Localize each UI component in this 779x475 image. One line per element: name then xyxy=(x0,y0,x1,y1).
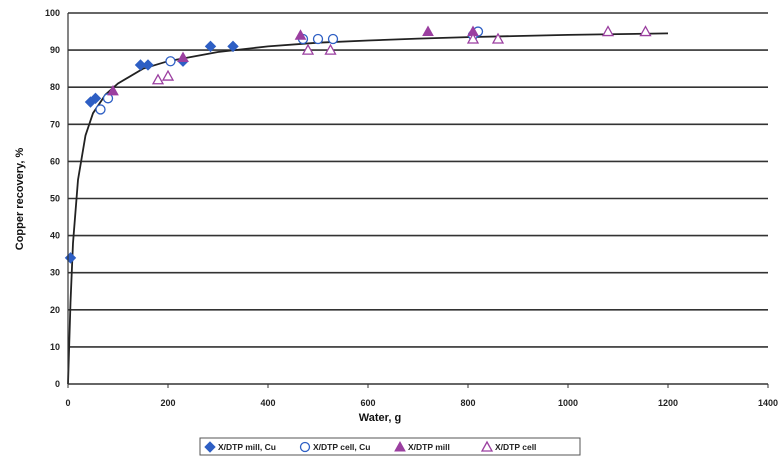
data-point-series-3 xyxy=(107,84,119,96)
x-tick-label: 400 xyxy=(260,398,275,408)
data-point-series-1 xyxy=(89,92,102,105)
x-tick-label: 1200 xyxy=(658,398,678,408)
legend-label: X/DTP cell, Cu xyxy=(313,442,370,452)
legend: X/DTP mill, Cu X/DTP cell, Cu X/DTP mill X/… xyxy=(199,437,581,456)
y-tick-label: 0 xyxy=(55,379,60,389)
y-axis-label: Copper recovery, % xyxy=(14,148,26,251)
legend-marker xyxy=(299,441,311,453)
data-point-series-3 xyxy=(422,25,434,37)
data-point-series-4 xyxy=(466,32,480,44)
data-points-layer xyxy=(64,25,652,264)
trendline-layer xyxy=(67,32,669,385)
data-point-series-1 xyxy=(142,59,154,71)
grid-layer xyxy=(68,12,768,348)
x-axis-label: Water, g xyxy=(359,412,401,424)
y-tick-label: 20 xyxy=(50,305,60,315)
legend-label: X/DTP mill xyxy=(408,442,450,452)
data-point-series-1 xyxy=(64,252,77,264)
y-tick-label: 80 xyxy=(50,82,60,92)
y-tick-label: 40 xyxy=(50,231,60,241)
y-tick-label: 60 xyxy=(50,156,60,166)
data-point-series-4 xyxy=(161,69,175,81)
data-point-series-2 xyxy=(102,93,114,104)
y-tick-label: 50 xyxy=(50,194,60,204)
data-point-series-2 xyxy=(327,33,339,45)
data-point-series-4 xyxy=(601,25,615,37)
data-point-series-1 xyxy=(204,40,217,53)
data-point-series-4 xyxy=(639,25,652,37)
data-point-series-1 xyxy=(227,40,239,53)
data-point-series-4 xyxy=(324,43,337,55)
legend-label: X/DTP mill, Cu xyxy=(218,442,276,452)
y-tick-label: 90 xyxy=(50,45,60,55)
legend-marker xyxy=(394,440,406,452)
x-tick-label: 200 xyxy=(160,398,175,408)
data-point-series-4 xyxy=(491,32,505,44)
x-tick-label: 1000 xyxy=(558,398,578,408)
x-tick-label: 600 xyxy=(360,398,375,408)
data-point-series-2 xyxy=(95,104,106,115)
data-point-series-3 xyxy=(294,29,307,40)
data-point-series-2 xyxy=(312,33,324,45)
x-tick-label: 0 xyxy=(65,398,70,408)
x-tick-label: 800 xyxy=(460,398,475,408)
trend-line xyxy=(67,32,669,385)
y-tick-label: 100 xyxy=(45,8,60,18)
y-tick-label: 70 xyxy=(50,119,60,129)
y-tick-label: 10 xyxy=(50,342,60,352)
data-point-series-2 xyxy=(165,56,176,67)
data-point-series-4 xyxy=(151,73,165,85)
data-point-series-3 xyxy=(177,51,189,63)
legend-marker xyxy=(204,441,216,453)
axes-layer xyxy=(67,13,769,388)
y-tick-label: 30 xyxy=(50,268,60,278)
x-tick-label: 1400 xyxy=(758,398,778,408)
data-point-series-4 xyxy=(301,43,315,55)
legend-marker xyxy=(480,440,494,452)
legend-label: X/DTP cell xyxy=(495,442,536,452)
data-point-series-1 xyxy=(134,59,147,71)
